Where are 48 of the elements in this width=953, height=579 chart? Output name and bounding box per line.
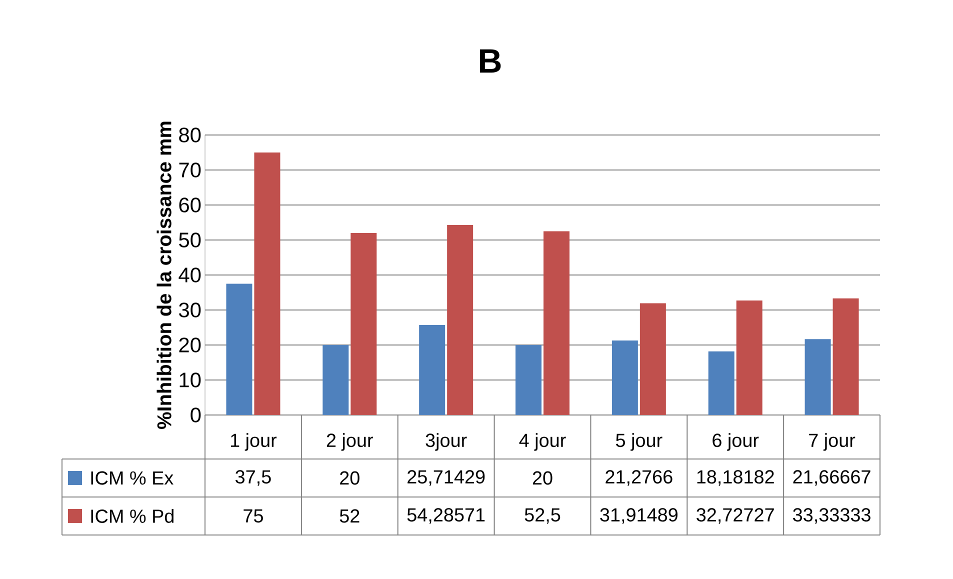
data-label: 52 (340, 509, 360, 523)
legend-label: ICM % Ex (91, 471, 174, 485)
data-label: 33,33333 (793, 508, 870, 524)
bar (350, 232, 377, 415)
y-tick-label: 10 (180, 372, 201, 388)
x-tick-label: 3jour (426, 433, 467, 451)
bar (612, 340, 638, 415)
y-tick-label: 70 (179, 162, 201, 178)
bar (254, 152, 280, 415)
bar (419, 324, 446, 415)
data-label: 52,5 (524, 508, 560, 524)
bar (226, 284, 252, 415)
data-label: 32,72727 (696, 508, 774, 524)
bar (832, 298, 859, 415)
x-tick-label: 6 jour (712, 433, 759, 451)
y-tick-label: 20 (179, 338, 201, 352)
bar (322, 344, 349, 415)
bar (640, 303, 666, 415)
data-label: 25,71429 (408, 470, 485, 486)
bar (804, 339, 831, 415)
data-label: 21,66667 (793, 470, 870, 486)
y-tick-label: 0 (190, 408, 201, 422)
y-tick-label: 50 (179, 232, 201, 248)
y-tick-label: 80 (179, 128, 201, 142)
y-axis-title: %Inhibition de la croissance mm (156, 122, 172, 429)
x-tick-label: 1 jour (230, 433, 277, 451)
x-tick-label: 7 jour (809, 433, 856, 451)
bar (736, 300, 762, 415)
bar (544, 231, 570, 415)
chart-title: B (480, 49, 501, 73)
data-label: 20 (532, 471, 552, 485)
legend-label: ICM % Pd (91, 509, 174, 523)
data-label: 21,2766 (606, 470, 672, 486)
bar (447, 224, 474, 415)
x-tick-label: 4 jour (519, 433, 566, 451)
data-label: 31,91489 (600, 508, 678, 524)
y-tick-label: 40 (178, 268, 201, 282)
x-tick-label: 2 jour (326, 433, 373, 451)
data-label: 75 (244, 509, 263, 523)
bar (708, 351, 734, 415)
y-tick-label: 60 (179, 198, 201, 212)
data-label: 37,5 (236, 470, 271, 486)
bar (516, 344, 542, 415)
data-label: 18,18182 (697, 470, 774, 486)
x-tick-label: 5 jour (616, 433, 662, 451)
data-label: 20 (340, 471, 360, 485)
y-tick-label: 30 (179, 302, 201, 318)
data-label: 54,28571 (407, 508, 485, 524)
